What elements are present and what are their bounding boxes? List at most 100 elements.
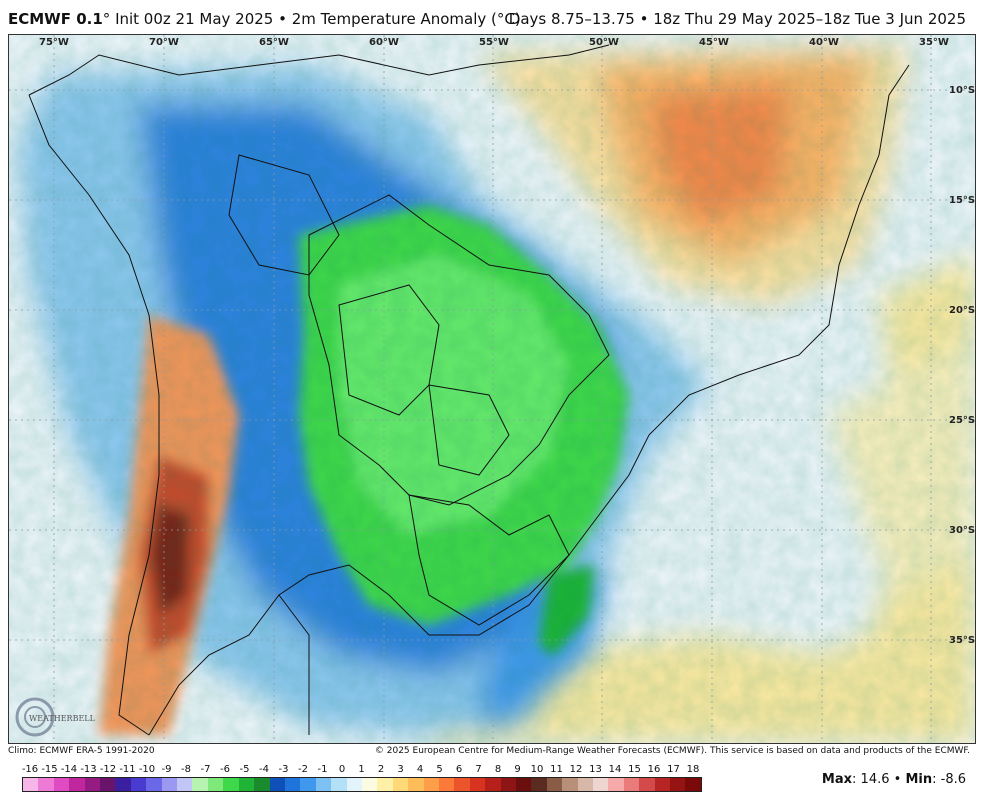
legend-label: -9 bbox=[161, 764, 172, 775]
legend-swatch bbox=[53, 778, 70, 791]
legend-label: 3 bbox=[397, 764, 404, 775]
max-value: 14.6 bbox=[860, 772, 890, 787]
latitude-labels: 10°S 15°S 20°S 25°S 30°S 35°S bbox=[949, 85, 975, 646]
lat-label: 35°S bbox=[949, 635, 975, 646]
init-text: Init 00z 21 May 2025 • 2m Temperature An… bbox=[115, 10, 521, 28]
legend-label: -10 bbox=[138, 764, 156, 775]
legend-label: 5 bbox=[436, 764, 443, 775]
legend-swatch bbox=[562, 778, 578, 791]
legend-swatch bbox=[315, 778, 332, 791]
legend-swatch bbox=[639, 778, 655, 791]
legend-swatch bbox=[670, 778, 686, 791]
legend-label: -14 bbox=[60, 764, 78, 775]
legend-swatch bbox=[485, 778, 501, 791]
legend-label: 4 bbox=[416, 764, 424, 775]
legend-swatch bbox=[500, 778, 516, 791]
min-value: -8.6 bbox=[940, 772, 966, 787]
legend-label: 16 bbox=[647, 764, 661, 775]
max-label: Max bbox=[821, 772, 853, 787]
legend-label: -2 bbox=[298, 764, 308, 775]
legend-swatch bbox=[177, 778, 193, 791]
lon-label: 50°W bbox=[589, 37, 619, 48]
legend-swatch bbox=[254, 778, 270, 791]
legend-swatch bbox=[84, 778, 101, 791]
legend-swatch bbox=[392, 778, 409, 791]
legend-label: 17 bbox=[667, 764, 680, 775]
legend-label: 11 bbox=[550, 764, 563, 775]
legend-swatch bbox=[361, 778, 378, 791]
max-min-stats: Max: 14.6 • Min: -8.6 bbox=[821, 772, 966, 787]
legend-swatch bbox=[69, 778, 85, 791]
legend-label: 2 bbox=[377, 764, 385, 775]
lat-label: 15°S bbox=[949, 195, 975, 206]
min-label: Min bbox=[905, 772, 933, 787]
lat-label: 10°S bbox=[949, 85, 975, 96]
legend-swatch bbox=[438, 778, 455, 791]
legend-swatch bbox=[469, 778, 486, 791]
legend-swatch bbox=[100, 778, 116, 791]
lon-label: 60°W bbox=[369, 37, 399, 48]
legend-label: 6 bbox=[455, 764, 463, 775]
legend-swatch bbox=[408, 778, 424, 791]
legend-swatch bbox=[623, 778, 640, 791]
valid-period: Days 8.75–13.75 • 18z Thu 29 May 2025–18… bbox=[508, 10, 966, 28]
legend-label: 14 bbox=[608, 764, 622, 775]
borders bbox=[28, 44, 910, 736]
legend-swatch bbox=[331, 778, 347, 791]
legend-label: 8 bbox=[494, 764, 502, 775]
legend-swatch bbox=[207, 778, 224, 791]
legend-label: 12 bbox=[569, 764, 583, 775]
legend-label: -16 bbox=[21, 764, 39, 775]
model-name: ECMWF 0.1 bbox=[8, 10, 103, 28]
legend-swatch bbox=[161, 778, 178, 791]
legend-swatch bbox=[192, 778, 208, 791]
legend-swatch bbox=[454, 778, 470, 791]
lat-label: 20°S bbox=[949, 305, 975, 316]
lon-label: 35°W bbox=[919, 37, 949, 48]
legend-label: 13 bbox=[589, 764, 602, 775]
legend-swatch bbox=[23, 778, 39, 791]
legend-swatches bbox=[22, 777, 702, 792]
lon-label: 75°W bbox=[39, 37, 69, 48]
legend-swatch bbox=[423, 778, 439, 791]
lat-label: 25°S bbox=[949, 415, 975, 426]
legend-swatch bbox=[284, 778, 301, 791]
legend-label: 0 bbox=[338, 764, 346, 775]
legend-label: 15 bbox=[628, 764, 641, 775]
legend-swatch bbox=[346, 778, 362, 791]
legend-swatch bbox=[593, 778, 609, 791]
climo-note: Climo: ECMWF ERA-5 1991-2020 bbox=[8, 746, 155, 756]
legend-label: 9 bbox=[514, 764, 521, 775]
legend-swatch bbox=[269, 778, 285, 791]
legend-label: -1 bbox=[317, 764, 328, 775]
longitude-labels: 75°W 70°W 65°W 60°W 55°W 50°W 45°W 40°W … bbox=[39, 37, 949, 48]
lon-label: 45°W bbox=[699, 37, 729, 48]
color-legend: -16 -15 -14 -13 -12 -11 -10 -9 -8 -7 -6 -5 -4 -3 -2 -1 0… bbox=[22, 764, 702, 796]
legend-swatch bbox=[115, 778, 131, 791]
anomaly-map[interactable]: 75°W 70°W 65°W 60°W 55°W 50°W 45°W 40°W … bbox=[8, 34, 976, 744]
legend-swatch bbox=[685, 778, 701, 791]
legend-label: -13 bbox=[80, 764, 97, 775]
legend-label: -6 bbox=[220, 764, 230, 775]
legend-swatch bbox=[608, 778, 624, 791]
lon-label: 70°W bbox=[149, 37, 179, 48]
legend-label: -8 bbox=[181, 764, 191, 775]
lon-label: 40°W bbox=[809, 37, 839, 48]
legend-swatch bbox=[377, 778, 393, 791]
legend-swatch bbox=[300, 778, 316, 791]
legend-swatch bbox=[531, 778, 547, 791]
legend-label: 18 bbox=[686, 764, 700, 775]
header: ECMWF 0.1° Init 00z 21 May 2025 • 2m Tem… bbox=[0, 0, 984, 34]
legend-swatch bbox=[223, 778, 239, 791]
logo-text: WEATHERBELL bbox=[29, 714, 96, 723]
legend-label: -3 bbox=[278, 764, 289, 775]
footer: Climo: ECMWF ERA-5 1991-2020 © 2025 Euro… bbox=[8, 745, 976, 757]
legend-label: -5 bbox=[239, 764, 250, 775]
map-title: ECMWF 0.1° Init 00z 21 May 2025 • 2m Tem… bbox=[8, 10, 521, 28]
map-canvas: 75°W 70°W 65°W 60°W 55°W 50°W 45°W 40°W … bbox=[9, 35, 975, 743]
legend-swatch bbox=[146, 778, 162, 791]
weatherbell-logo: WEATHERBELL bbox=[15, 697, 96, 737]
legend-swatch bbox=[654, 778, 671, 791]
legend-label: -15 bbox=[41, 764, 58, 775]
lon-label: 65°W bbox=[259, 37, 289, 48]
